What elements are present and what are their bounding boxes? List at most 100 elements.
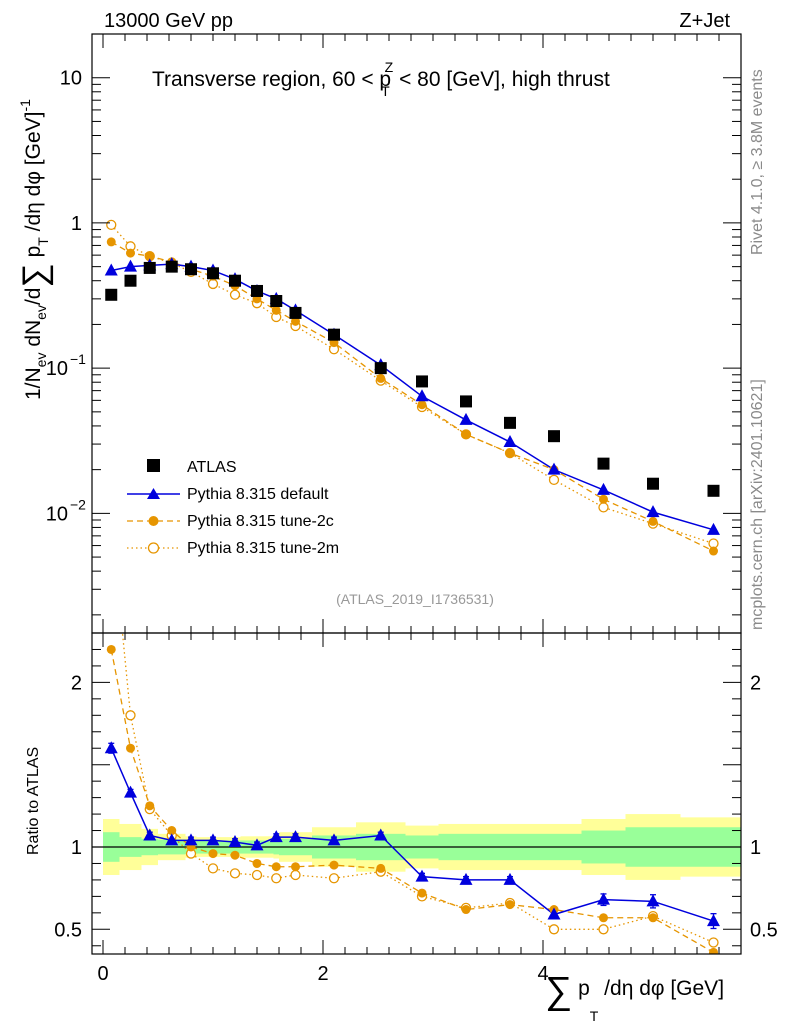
data-point-tune-2c bbox=[376, 373, 386, 383]
ratio-point-default bbox=[374, 828, 388, 841]
main-y-axis-label-text: 1/Nev dNev/d∑ pT /dη dφ [GeV]-1 bbox=[16, 99, 54, 400]
ratio-point-default bbox=[327, 833, 341, 846]
main-series-line-2 bbox=[110, 241, 714, 552]
y-tick-exponent: −2 bbox=[70, 496, 86, 512]
data-point-atlas bbox=[143, 261, 156, 274]
data-point-tune-2c bbox=[145, 251, 155, 261]
ratio-point-tune-2c bbox=[252, 858, 262, 868]
data-point-tune-2m bbox=[548, 474, 560, 486]
ratio-point-tune-2c bbox=[167, 826, 177, 836]
ratio-point-tune-2c bbox=[648, 913, 658, 923]
ratio-plot-ticks: 0 2 4 0.5 0.5 1 1 2 2 bbox=[54, 632, 778, 985]
data-point-tune-2c bbox=[709, 546, 718, 556]
y-tick-label: 1 bbox=[71, 213, 82, 235]
ratio-point-tune-2c bbox=[145, 801, 155, 811]
data-point-default bbox=[124, 259, 137, 272]
ratio-point-default bbox=[250, 838, 264, 851]
data-point-tune-2c bbox=[599, 494, 608, 504]
data-point-default bbox=[415, 389, 429, 402]
analysis-id: (ATLAS_2019_I1736531) bbox=[336, 591, 494, 607]
ratio-point-tune-2c bbox=[126, 743, 135, 753]
legend-atlas-label: ATLAS bbox=[187, 459, 237, 476]
data-point-default bbox=[104, 263, 118, 276]
ratio-point-default bbox=[503, 872, 517, 885]
data-point-default bbox=[459, 412, 473, 425]
data-point-atlas bbox=[707, 484, 720, 497]
y-tick-label: 10 bbox=[46, 503, 68, 525]
data-point-tune-2m bbox=[207, 278, 219, 290]
data-point-default bbox=[707, 522, 720, 535]
ratio-point-default bbox=[143, 828, 157, 841]
mcplots-label: mcplots.cern.ch [arXiv:2401.10621] bbox=[749, 379, 766, 630]
ratio-point-tune-2m bbox=[207, 863, 219, 874]
ratio-point-default bbox=[165, 833, 179, 846]
data-point-atlas bbox=[504, 416, 516, 429]
data-point-atlas bbox=[597, 457, 610, 470]
ratio-point-tune-2c bbox=[461, 905, 471, 915]
data-point-tune-2m bbox=[229, 289, 241, 300]
data-point-tune-2c bbox=[505, 448, 515, 458]
ratio-point-tune-2c bbox=[417, 888, 427, 898]
plot-title: Transverse region, 60 < pTZ < 80 [GeV], … bbox=[152, 59, 610, 99]
data-point-atlas bbox=[328, 328, 340, 341]
x-axis-label: ∑ pT /dη dφ [GeV] bbox=[545, 970, 724, 1024]
data-point-atlas bbox=[289, 306, 302, 319]
ratio-point-default bbox=[184, 833, 198, 846]
x-tick-label: 4 bbox=[537, 963, 548, 985]
data-point-tune-2c bbox=[648, 516, 658, 526]
ratio-point-default bbox=[228, 835, 242, 848]
data-point-default bbox=[547, 462, 561, 475]
ratio-tick-label-left: 1 bbox=[71, 837, 82, 859]
ratio-point-tune-2c bbox=[599, 913, 608, 923]
legend-entry-tune-2m: Pythia 8.315 tune-2m bbox=[127, 540, 339, 557]
main-y-axis-label: 1/Nev dNev/d∑ pT /dη dφ [GeV]-1 bbox=[16, 99, 54, 400]
data-point-atlas bbox=[251, 284, 263, 297]
data-point-tune-2c bbox=[271, 305, 281, 315]
legend: ATLAS Pythia 8.315 default Pythia 8.315 … bbox=[127, 459, 339, 557]
data-point-default bbox=[503, 435, 517, 448]
ratio-tick-label-right: 1 bbox=[750, 837, 761, 859]
ratio-plot-frame bbox=[91, 632, 742, 955]
legend-entry-default: Pythia 8.315 default bbox=[127, 486, 329, 503]
legend-default-label: Pythia 8.315 default bbox=[187, 486, 329, 503]
data-point-atlas bbox=[647, 477, 659, 490]
data-point-tune-2m bbox=[106, 219, 117, 230]
data-point-tune-2c bbox=[291, 316, 300, 326]
data-point-atlas bbox=[374, 362, 387, 375]
ratio-point-tune-2m bbox=[125, 710, 136, 721]
data-point-atlas bbox=[416, 375, 428, 388]
legend-tune2c-label: Pythia 8.315 tune-2c bbox=[187, 513, 334, 530]
data-point-atlas bbox=[460, 395, 472, 408]
ratio-point-tune-2c bbox=[505, 900, 515, 910]
legend-default-marker bbox=[147, 488, 160, 499]
y-tick-label: 10 bbox=[60, 68, 82, 90]
ratio-point-default bbox=[707, 914, 720, 927]
ratio-series-line-3 bbox=[121, 633, 714, 944]
legend-atlas-marker bbox=[147, 459, 160, 472]
ratio-point-tune-2c bbox=[376, 863, 386, 873]
ratio-point-tune-2c bbox=[291, 862, 300, 872]
legend-tune2m-label: Pythia 8.315 tune-2m bbox=[187, 540, 339, 557]
data-point-atlas bbox=[124, 274, 137, 287]
energy-label: 13000 GeV pp bbox=[104, 10, 233, 32]
ratio-point-default bbox=[459, 872, 473, 885]
rivet-label: Rivet 4.1.0, ≥ 3.8M events bbox=[749, 69, 766, 255]
x-tick-label: 2 bbox=[317, 963, 328, 985]
x-axis-label-text: ∑ pT /dη dφ [GeV] bbox=[545, 970, 724, 1024]
ratio-point-tune-2m bbox=[290, 869, 301, 881]
data-point-atlas bbox=[270, 294, 283, 307]
ratio-point-tune-2m bbox=[708, 937, 719, 948]
ratio-point-default bbox=[124, 785, 137, 798]
ratio-point-tune-2m bbox=[548, 924, 560, 935]
data-point-tune-2c bbox=[106, 237, 116, 247]
data-point-default bbox=[597, 482, 610, 495]
process-label: Z+Jet bbox=[679, 10, 730, 32]
ratio-point-default bbox=[289, 830, 302, 843]
plot-title-sup: Z bbox=[385, 59, 394, 75]
ratio-point-tune-2m bbox=[598, 924, 609, 935]
ratio-plot-panel: 0 2 4 0.5 0.5 1 1 2 2 bbox=[54, 513, 778, 985]
legend-tune2c-marker bbox=[148, 516, 159, 526]
ratio-point-default bbox=[269, 830, 283, 843]
ratio-point-tune-2m bbox=[107, 513, 116, 522]
